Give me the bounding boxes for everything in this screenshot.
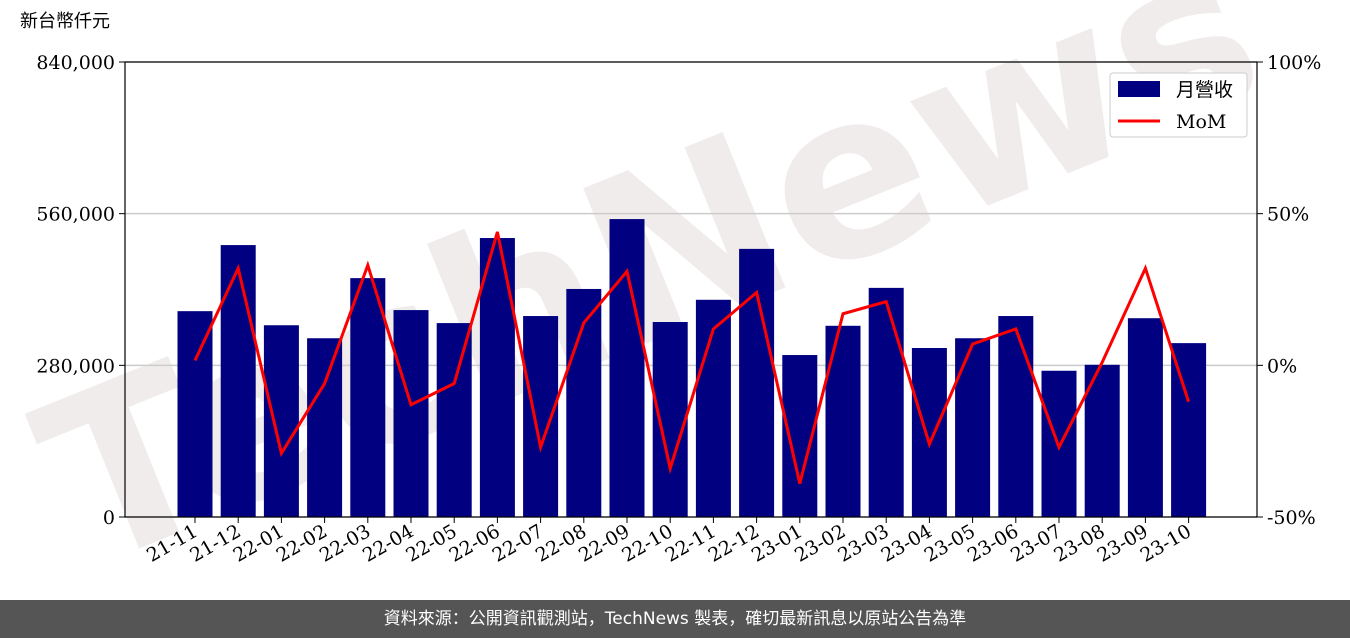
bar: [739, 248, 775, 517]
bar: [393, 310, 429, 517]
bar: [998, 316, 1034, 517]
bar: [436, 323, 472, 517]
y-tick-label: 560,000: [36, 204, 115, 226]
legend-label: 月營收: [1176, 79, 1233, 101]
bar: [911, 348, 947, 517]
bar: [609, 219, 645, 518]
bar: [177, 311, 213, 517]
bar: [1084, 364, 1120, 517]
y-axis-label: 新台幣仟元: [20, 11, 110, 32]
bar: [220, 245, 256, 518]
legend-swatch: [1118, 81, 1160, 97]
y-tick-label: 840,000: [36, 52, 115, 74]
bar: [1127, 318, 1163, 517]
bar: [868, 287, 904, 517]
y2-tick-label: 50%: [1267, 204, 1309, 226]
y-tick-label: 280,000: [36, 355, 115, 377]
bar: [825, 325, 861, 517]
bar: [695, 299, 731, 517]
bar: [955, 338, 991, 517]
bar: [350, 278, 386, 517]
bar: [307, 338, 343, 517]
x-tick-label: 23-10: [1137, 520, 1195, 566]
y2-tick-label: 0%: [1267, 355, 1297, 377]
y2-tick-label: -50%: [1267, 507, 1316, 529]
y2-tick-label: 100%: [1267, 52, 1321, 74]
plot-frame: [124, 61, 1258, 518]
chart: 新台幣仟元 TechNews0280,000560,000840,000-50%…: [7, 0, 1321, 621]
bar: [1171, 343, 1207, 517]
legend-label: MoM: [1176, 111, 1226, 133]
line: [193, 231, 1191, 485]
bar: [263, 325, 299, 517]
footer: 資料來源：公開資訊觀測站，TechNews 製表，確切最新訊息以原站公告為準: [0, 600, 1350, 638]
y-tick-label: 0: [103, 507, 115, 529]
